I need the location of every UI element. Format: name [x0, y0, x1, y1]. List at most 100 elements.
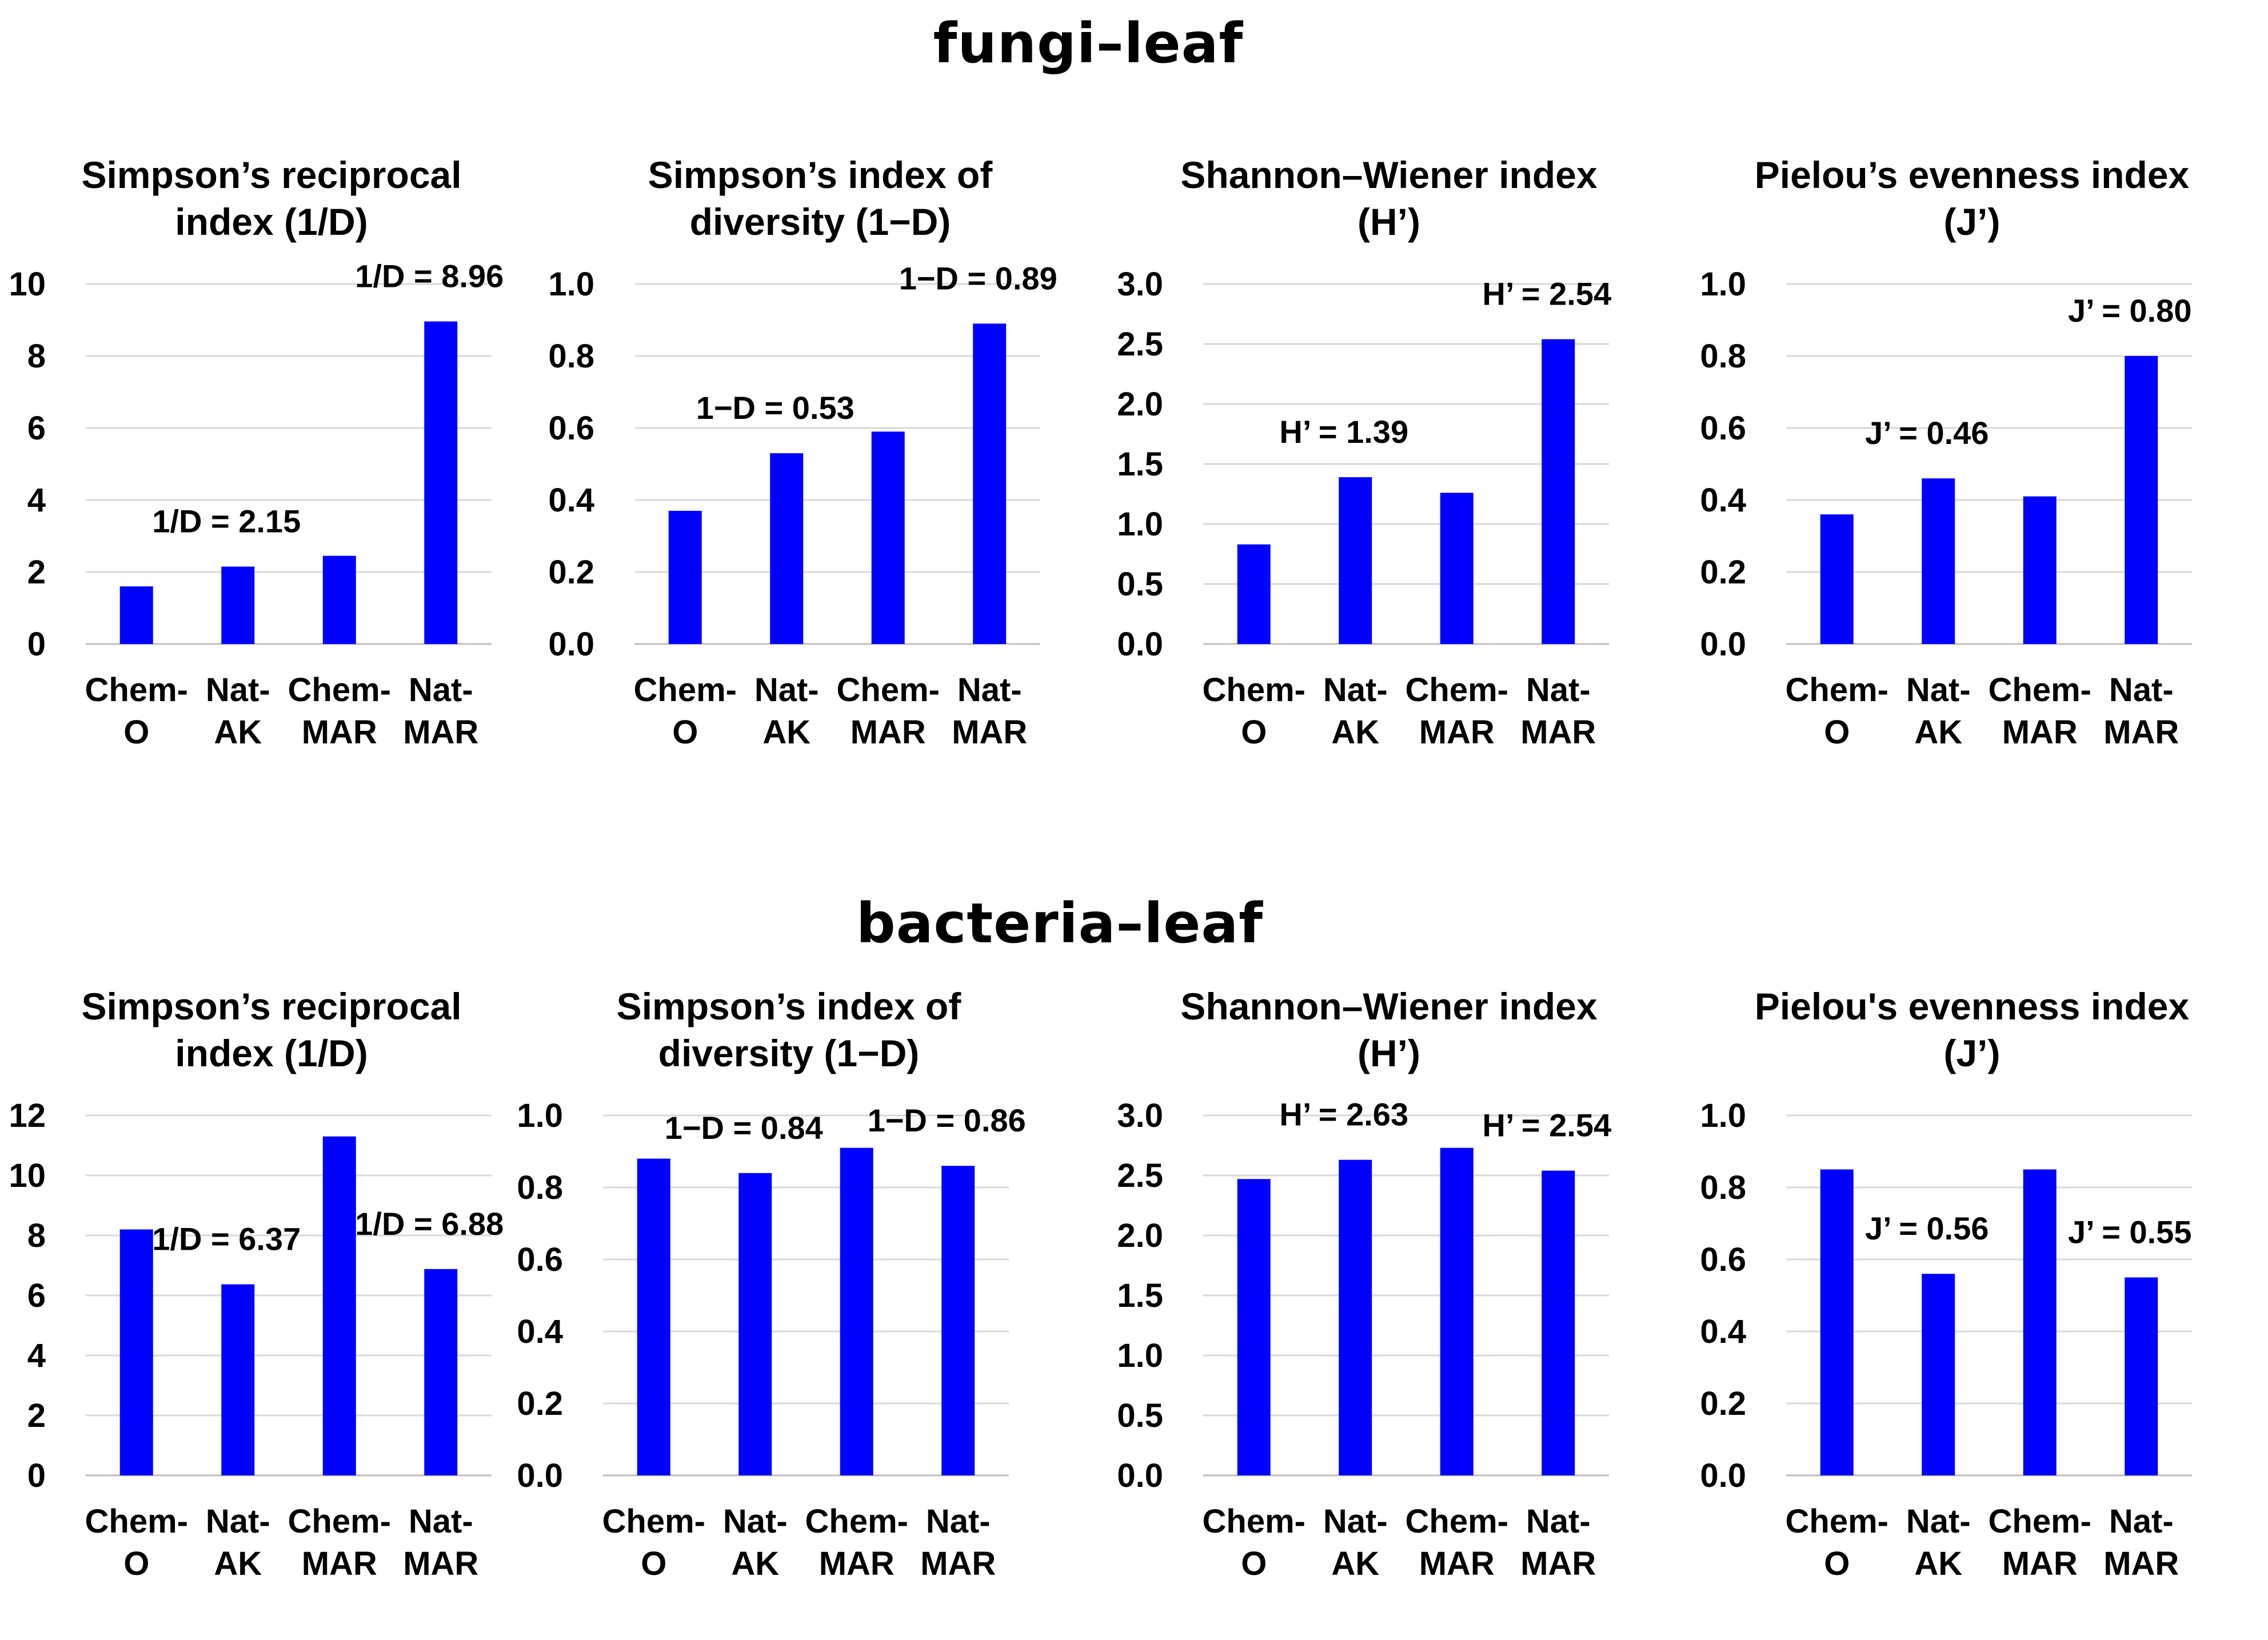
bar: [424, 321, 458, 644]
x-category-label-line-2: MAR: [403, 1545, 478, 1582]
chart-title-line-1: Shannon–Wiener index: [1180, 154, 1598, 196]
x-category-label-line-2: MAR: [2103, 1545, 2179, 1582]
y-tick-label: 8: [27, 338, 46, 375]
y-tick-label: 1.5: [1117, 446, 1163, 483]
x-category-label-line-1: Chem-: [602, 1503, 705, 1540]
chart-title-line-2: (J’): [1943, 201, 2001, 243]
chart-plot: 0 2 4 6 8 10 Chem- O Nat- AK Chem- MAR Nat- MAR 1/D = …: [9, 258, 504, 751]
x-category-label-line-1: Nat-: [1323, 1503, 1388, 1540]
y-tick-label: 0.5: [1117, 1397, 1163, 1434]
x-category-label-line-2: AK: [1914, 714, 1962, 751]
bar: [1237, 544, 1271, 644]
y-tick-label: 0: [27, 626, 46, 663]
y-tick-label: 1.0: [1700, 1097, 1746, 1134]
y-tick-label: 0.0: [1700, 626, 1746, 663]
data-label: 1/D = 2.15: [152, 503, 301, 539]
y-tick-label: 0.4: [1700, 482, 1746, 519]
y-tick-label: 2.0: [1117, 1217, 1163, 1254]
x-category-label-line-2: O: [1241, 714, 1267, 751]
x-category-label-line-2: AK: [1331, 714, 1379, 751]
data-label: J’ = 0.55: [2068, 1214, 2191, 1250]
x-category-label-line-1: Chem-: [1203, 671, 1305, 709]
chart-title-line-2: diversity (1−D): [658, 1032, 920, 1074]
chart-title: Shannon–Wiener index (H’): [1117, 983, 1660, 1077]
bar: [2023, 496, 2057, 644]
bar: [770, 453, 804, 644]
chart-fungi-simpson-diversity: Simpson’s index of diversity (1−D) 0.0 0.…: [548, 151, 1092, 809]
chart-bacteria-pielou-evenness: Pielou's evenness index (J’) 0.0 0.2 0.4 0.…: [1700, 983, 2243, 1640]
y-tick-label: 10: [9, 1157, 46, 1194]
chart-title: Pielou’s evenness index (J’): [1700, 151, 2243, 245]
y-tick-label: 0.0: [1117, 1457, 1163, 1494]
x-category-label-line-2: MAR: [1419, 1545, 1495, 1582]
x-category-label-line-1: Nat-: [409, 1503, 473, 1540]
x-category-label-line-2: O: [123, 1545, 149, 1582]
x-category-label-line-1: Chem-: [1989, 671, 2091, 709]
y-tick-label: 2.5: [1117, 1157, 1163, 1194]
data-label: 1/D = 6.88: [355, 1206, 504, 1242]
chart-title-line-2: diversity (1−D): [689, 201, 951, 243]
chart-fungi-shannon-wiener: Shannon–Wiener index (H’) 0.0 0.5 1.0 1.5 2.…: [1117, 151, 1660, 809]
data-label: H’ = 2.63: [1279, 1097, 1408, 1133]
x-category-label-line-2: O: [1241, 1545, 1267, 1582]
data-label: H’ = 1.39: [1279, 414, 1408, 450]
x-category-label-line-2: O: [1824, 1545, 1850, 1582]
x-category-label-line-2: MAR: [1520, 714, 1596, 751]
x-category-label-line-2: AK: [214, 1545, 262, 1582]
chart-fungi-pielou-evenness: Pielou’s evenness index (J’) 0.0 0.2 0.4 0.…: [1700, 151, 2243, 809]
bar: [871, 431, 905, 644]
x-category-label-line-1: Nat-: [723, 1503, 788, 1540]
y-tick-label: 2.0: [1117, 386, 1163, 423]
bar: [1542, 339, 1575, 644]
chart-title-line-2: (J’): [1943, 1032, 2001, 1074]
fungi-section-title: fungi–leaf: [933, 11, 1244, 75]
y-tick-label: 2: [27, 1397, 46, 1434]
data-label: H’ = 2.54: [1482, 276, 1611, 312]
x-category-label-line-1: Chem-: [1405, 1503, 1508, 1540]
data-label: 1−D = 0.53: [696, 390, 855, 426]
y-tick-label: 0.8: [1700, 338, 1746, 375]
x-category-label-line-1: Nat-: [1526, 1503, 1591, 1540]
x-category-label-line-1: Chem-: [1405, 671, 1508, 709]
chart-title-line-1: Simpson’s index of: [648, 154, 993, 196]
bar: [221, 1284, 255, 1475]
y-tick-label: 0.2: [1700, 1385, 1746, 1422]
x-category-label-line-1: Nat-: [1906, 671, 1971, 709]
y-tick-label: 0.4: [1700, 1313, 1746, 1350]
x-category-label-line-2: MAR: [1520, 1545, 1596, 1582]
chart-bacteria-simpson-reciprocal: Simpson’s reciprocal index (1/D) 0 2 4 6 8 10…: [0, 983, 543, 1640]
x-category-label-line-2: AK: [1914, 1545, 1962, 1582]
chart-title: Simpson’s index of diversity (1−D): [549, 151, 1092, 245]
x-category-label-line-2: O: [672, 714, 698, 751]
chart-fungi-simpson-reciprocal: Simpson’s reciprocal index (1/D) 0 2 4 6 8 10…: [0, 151, 543, 809]
chart-title-line-1: Pielou’s evenness index: [1754, 154, 2190, 196]
chart-title-line-1: Pielou's evenness index: [1754, 985, 2190, 1027]
chart-title: Pielou's evenness index (J’): [1700, 983, 2243, 1077]
y-tick-label: 4: [27, 1337, 46, 1374]
x-category-label-line-1: Chem-: [1786, 1503, 1888, 1540]
y-tick-label: 1.0: [548, 266, 594, 303]
x-category-label-line-1: Chem-: [1786, 671, 1888, 709]
y-tick-label: 0.6: [1700, 1241, 1746, 1278]
x-category-label-line-2: MAR: [403, 714, 478, 751]
chart-plot: 0.0 0.2 0.4 0.6 0.8 1.0 Chem- O Nat- AK Chem- MAR Na…: [1700, 266, 2192, 751]
bar: [1820, 1169, 1854, 1475]
y-tick-label: 1.5: [1117, 1277, 1163, 1314]
x-category-label-line-1: Chem-: [837, 671, 940, 709]
chart-title: Simpson’s index of diversity (1−D): [517, 983, 1060, 1077]
y-tick-label: 3.0: [1117, 266, 1163, 303]
data-label: 1/D = 8.96: [355, 258, 504, 294]
chart-title-line-1: Shannon–Wiener index: [1180, 985, 1598, 1027]
x-category-label-line-1: Chem-: [1989, 1503, 2091, 1540]
bar: [637, 1158, 670, 1475]
x-category-label-line-1: Chem-: [85, 671, 188, 709]
x-category-label-line-1: Nat-: [2109, 671, 2174, 709]
x-category-label-line-1: Nat-: [1323, 671, 1388, 709]
y-tick-label: 0.4: [517, 1313, 563, 1350]
bar: [1542, 1170, 1575, 1475]
y-tick-label: 0: [27, 1457, 46, 1494]
y-tick-label: 1.0: [1117, 506, 1163, 543]
y-tick-label: 2.5: [1117, 326, 1163, 363]
x-category-label-line-1: Nat-: [2109, 1503, 2174, 1540]
y-tick-label: 0.6: [1700, 410, 1746, 447]
